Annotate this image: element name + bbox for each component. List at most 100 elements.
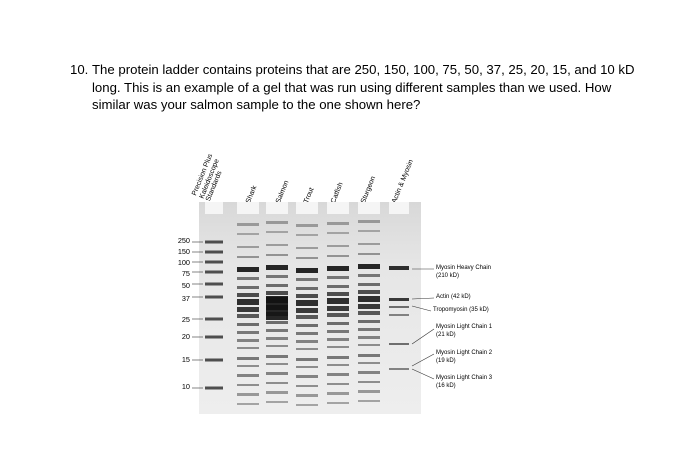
- sample-band: [237, 233, 259, 235]
- annotation-myosin-light-chain-3: Myosin Light Chain 3 (16 kD): [436, 375, 493, 389]
- sample-band: [266, 244, 288, 246]
- sample-band: [296, 358, 318, 361]
- sample-band: [358, 400, 380, 402]
- ladder-band: [205, 260, 223, 264]
- annotation-line: [411, 305, 432, 312]
- sample-band: [296, 300, 318, 306]
- sample-band: [296, 404, 318, 406]
- sample-band: [327, 402, 349, 404]
- ladder-band: [205, 240, 223, 244]
- sample-band: [358, 362, 380, 364]
- sample-band: [358, 320, 380, 323]
- sample-band: [266, 265, 288, 270]
- sample-band: [237, 223, 259, 226]
- sample-band: [237, 314, 259, 318]
- sample-band: [237, 384, 259, 386]
- sample-band: [266, 363, 288, 365]
- sample-band: [296, 257, 318, 259]
- sample-band: [358, 296, 380, 302]
- sample-band: [327, 392, 349, 395]
- sample-band: [296, 287, 318, 290]
- question-number: 10.: [70, 62, 89, 77]
- annotation-actin: Actin (42 kD): [436, 294, 471, 300]
- sample-band: [266, 221, 288, 224]
- ladder-band: [205, 270, 223, 274]
- annotation-myosin-heavy-chain: Myosin Heavy Chain (210 kD): [436, 265, 492, 279]
- sample-band: [327, 338, 349, 341]
- sample-band: [296, 332, 318, 335]
- sample-band: [327, 255, 349, 257]
- sample-band: [266, 275, 288, 278]
- sample-band: [358, 311, 380, 315]
- sample-band: [296, 278, 318, 281]
- annotation-line: [411, 297, 435, 300]
- well: [327, 202, 349, 214]
- ladder-label-37: 37: [181, 294, 190, 303]
- ladder-band: [205, 386, 223, 390]
- sample-band: [327, 266, 349, 271]
- annotation-lines: [411, 268, 435, 380]
- sample-band: [296, 394, 318, 397]
- sample-band: [327, 330, 349, 333]
- sample-band: [358, 290, 380, 294]
- well: [296, 202, 318, 214]
- ladder-label-10: 10: [181, 382, 190, 391]
- sample-band: [237, 323, 259, 326]
- sample-band: [389, 298, 409, 301]
- sample-band: [296, 348, 318, 350]
- sample-band: [296, 308, 318, 313]
- sample-band: [327, 313, 349, 317]
- ladder-label-150: 150: [177, 247, 190, 256]
- sample-band: [389, 343, 409, 345]
- sample-band: [266, 355, 288, 358]
- sample-band: [296, 340, 318, 343]
- sample-band: [266, 337, 288, 340]
- sample-band: [266, 382, 288, 384]
- sample-band: [358, 230, 380, 232]
- well: [266, 202, 288, 214]
- sample-band: [389, 306, 409, 308]
- sample-band: [237, 267, 259, 272]
- ladder-band: [205, 282, 223, 286]
- sample-band: [266, 401, 288, 403]
- sample-band: [296, 375, 318, 378]
- sample-band: [358, 243, 380, 245]
- sample-band: [237, 246, 259, 248]
- sample-band: [327, 285, 349, 288]
- sample-band: [358, 220, 380, 223]
- sample-band: [237, 277, 259, 280]
- sample-band: [237, 347, 259, 349]
- sample-band: [327, 292, 349, 296]
- sample-band: [327, 373, 349, 376]
- annotation-myosin-light-chain-2: Myosin Light Chain 2 (19 kD): [436, 350, 493, 364]
- sample-band: [327, 298, 349, 304]
- annotation-line: [411, 328, 435, 345]
- gel-bands: [205, 220, 409, 406]
- sample-band: [327, 364, 349, 366]
- annotation-tropomyosin: Tropomyosin (35 kD): [433, 307, 489, 313]
- sample-band: [327, 346, 349, 348]
- sample-band: [296, 315, 318, 319]
- sample-band: [237, 374, 259, 377]
- well: [205, 202, 223, 214]
- annotation-myosin-light-chain-1: Myosin Light Chain 1 (21 kD): [436, 324, 493, 338]
- sample-band: [237, 403, 259, 405]
- sample-band: [358, 328, 380, 331]
- well: [358, 202, 380, 214]
- sample-band: [327, 232, 349, 234]
- sample-band: [358, 390, 380, 393]
- ladder-label-100: 100: [177, 258, 190, 267]
- sample-band: [237, 256, 259, 258]
- sample-band: [358, 336, 380, 339]
- sample-band: [358, 283, 380, 286]
- sample-band: [266, 329, 288, 332]
- sample-band: [327, 356, 349, 359]
- gel-wells: [205, 202, 409, 214]
- ladder-band: [205, 250, 223, 254]
- question-text: The protein ladder contains proteins tha…: [92, 62, 635, 112]
- sample-band: [296, 385, 318, 387]
- sample-band: [389, 314, 409, 316]
- sample-band: [237, 299, 259, 305]
- sample-band: [358, 274, 380, 277]
